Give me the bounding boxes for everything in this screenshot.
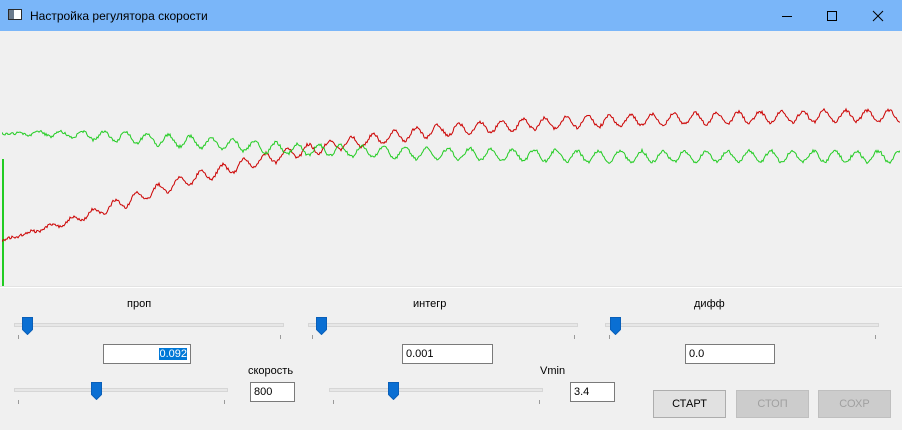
speed-slider-thumb[interactable] [91, 382, 102, 400]
integr-slider-thumb[interactable] [316, 317, 327, 335]
speed-field[interactable]: 800 [250, 382, 295, 402]
plot-divider-highlight [0, 287, 902, 288]
close-icon [872, 10, 884, 21]
vmin-label: Vmin [540, 365, 566, 377]
stop-button[interactable]: СТОП [736, 390, 809, 418]
plot-divider [0, 286, 902, 287]
maximize-icon [827, 10, 837, 21]
speed-slider[interactable] [14, 380, 228, 404]
speed-plot [2, 32, 900, 286]
series-line-2 [2, 129, 900, 165]
integr-slider-tick [574, 335, 575, 339]
minimize-button[interactable] [767, 0, 807, 31]
integr-slider-track [308, 323, 578, 327]
vmin-slider-thumb[interactable] [388, 382, 399, 400]
diff-slider-thumb[interactable] [610, 317, 621, 335]
speed-slider-tick [18, 400, 19, 404]
prop-slider-track [14, 323, 284, 327]
diff-slider-tick [609, 335, 610, 339]
prop-slider[interactable] [14, 315, 284, 339]
app-icon [8, 9, 22, 20]
title-bar: Настройка регулятора скорости [0, 0, 902, 31]
diff-label: дифф [694, 298, 725, 310]
vmin-slider-tick [333, 400, 334, 404]
prop-slider-tick [280, 335, 281, 339]
minimize-icon [782, 15, 792, 17]
save-button[interactable]: СОХР [818, 390, 891, 418]
close-button[interactable] [858, 0, 898, 31]
vmin-field[interactable]: 3.4 [570, 382, 615, 402]
vmin-slider[interactable] [329, 380, 543, 404]
prop-slider-thumb[interactable] [22, 317, 33, 335]
diff-slider[interactable] [605, 315, 879, 339]
prop-slider-tick [18, 335, 19, 339]
diff-field[interactable]: 0.0 [685, 344, 775, 364]
vmin-slider-track [329, 388, 543, 392]
maximize-button[interactable] [812, 0, 852, 31]
integr-label: интегр [413, 298, 447, 310]
start-button[interactable]: СТАРТ [653, 390, 726, 418]
window-title: Настройка регулятора скорости [30, 9, 208, 23]
diff-slider-track [605, 323, 879, 327]
speed-slider-tick [224, 400, 225, 404]
speed-slider-track [14, 388, 228, 392]
integr-field[interactable]: 0.001 [402, 344, 493, 364]
vmin-slider-tick [539, 400, 540, 404]
series-line-1 [2, 107, 900, 243]
diff-slider-tick [875, 335, 876, 339]
prop-field[interactable]: 0.092 [103, 344, 191, 364]
integr-slider-tick [312, 335, 313, 339]
integr-slider[interactable] [308, 315, 578, 339]
prop-label: проп [127, 298, 152, 310]
speed-label: скорость [248, 365, 294, 377]
